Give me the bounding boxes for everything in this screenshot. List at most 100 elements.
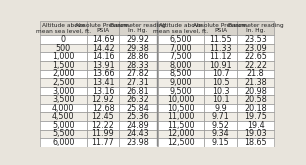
Bar bbox=[40, 52, 87, 61]
Bar bbox=[158, 44, 204, 52]
Text: 12.68: 12.68 bbox=[92, 104, 114, 113]
Bar bbox=[87, 78, 119, 87]
Bar bbox=[119, 104, 157, 113]
Bar bbox=[204, 21, 237, 35]
Text: Altitude above
mean sea level, ft.: Altitude above mean sea level, ft. bbox=[153, 23, 209, 33]
Text: 14.69: 14.69 bbox=[92, 35, 114, 44]
Text: 22.65: 22.65 bbox=[244, 52, 267, 61]
Bar bbox=[87, 95, 119, 104]
Bar bbox=[158, 35, 204, 44]
Bar bbox=[237, 95, 274, 104]
Text: 5,000: 5,000 bbox=[52, 121, 74, 130]
Text: 29.92: 29.92 bbox=[127, 35, 150, 44]
Bar bbox=[119, 35, 157, 44]
Bar bbox=[119, 130, 157, 138]
Text: 9.71: 9.71 bbox=[212, 112, 230, 121]
Bar bbox=[40, 35, 87, 44]
Text: 9.9: 9.9 bbox=[215, 104, 227, 113]
Text: 19.03: 19.03 bbox=[244, 130, 267, 138]
Text: 27.82: 27.82 bbox=[127, 69, 150, 78]
Bar bbox=[158, 21, 204, 35]
Bar bbox=[237, 21, 274, 35]
Bar bbox=[158, 138, 204, 147]
Bar bbox=[119, 113, 157, 121]
Bar bbox=[158, 61, 204, 70]
Bar bbox=[40, 44, 87, 52]
Text: 11,500: 11,500 bbox=[167, 121, 195, 130]
Bar bbox=[237, 70, 274, 78]
Text: 12.92: 12.92 bbox=[91, 95, 114, 104]
Bar bbox=[119, 87, 157, 95]
Text: Absolute Pressure,
PSIA: Absolute Pressure, PSIA bbox=[76, 23, 131, 33]
Bar bbox=[40, 21, 87, 35]
Text: Altitude above
mean sea level, ft.: Altitude above mean sea level, ft. bbox=[35, 23, 91, 33]
Text: 0: 0 bbox=[61, 35, 66, 44]
Bar bbox=[87, 61, 119, 70]
Bar bbox=[40, 130, 87, 138]
Text: 1,500: 1,500 bbox=[52, 61, 74, 70]
Text: 6,000: 6,000 bbox=[52, 138, 74, 147]
Bar bbox=[158, 95, 204, 104]
Text: 10,500: 10,500 bbox=[167, 104, 195, 113]
Bar bbox=[119, 78, 157, 87]
Text: 20.98: 20.98 bbox=[244, 86, 267, 96]
Text: 11.55: 11.55 bbox=[209, 35, 232, 44]
Text: 20.18: 20.18 bbox=[244, 104, 267, 113]
Bar bbox=[87, 113, 119, 121]
Text: 9.52: 9.52 bbox=[212, 121, 230, 130]
Text: 10.7: 10.7 bbox=[212, 69, 230, 78]
Text: 19.4: 19.4 bbox=[247, 121, 264, 130]
Bar bbox=[87, 121, 119, 130]
Bar bbox=[87, 138, 119, 147]
Bar bbox=[237, 61, 274, 70]
Text: 10.1: 10.1 bbox=[212, 95, 230, 104]
Bar bbox=[204, 70, 237, 78]
Text: 10.3: 10.3 bbox=[212, 86, 230, 96]
Text: 3,000: 3,000 bbox=[52, 86, 74, 96]
Bar bbox=[87, 35, 119, 44]
Bar bbox=[87, 87, 119, 95]
Text: 10.5: 10.5 bbox=[212, 78, 230, 87]
Text: 7,500: 7,500 bbox=[170, 52, 192, 61]
Text: 12.45: 12.45 bbox=[91, 112, 114, 121]
Bar bbox=[158, 104, 204, 113]
Text: 2,000: 2,000 bbox=[52, 69, 74, 78]
Bar bbox=[119, 70, 157, 78]
Bar bbox=[158, 113, 204, 121]
Text: 28.86: 28.86 bbox=[127, 52, 149, 61]
Text: 27.31: 27.31 bbox=[127, 78, 149, 87]
Text: 11,000: 11,000 bbox=[167, 112, 195, 121]
Text: 24.89: 24.89 bbox=[127, 121, 149, 130]
Text: 8,000: 8,000 bbox=[170, 61, 192, 70]
Bar bbox=[204, 104, 237, 113]
Text: 11.12: 11.12 bbox=[210, 52, 232, 61]
Text: 12,000: 12,000 bbox=[167, 130, 195, 138]
Text: 3,500: 3,500 bbox=[52, 95, 74, 104]
Bar bbox=[40, 113, 87, 121]
Bar bbox=[158, 70, 204, 78]
Bar bbox=[237, 35, 274, 44]
Bar bbox=[87, 70, 119, 78]
Bar bbox=[158, 52, 204, 61]
Text: 11.99: 11.99 bbox=[91, 130, 114, 138]
Text: 20.58: 20.58 bbox=[244, 95, 267, 104]
Bar bbox=[204, 130, 237, 138]
Bar bbox=[40, 104, 87, 113]
Bar bbox=[204, 138, 237, 147]
Bar bbox=[204, 78, 237, 87]
Bar bbox=[204, 35, 237, 44]
Bar bbox=[158, 78, 204, 87]
Text: 6,500: 6,500 bbox=[170, 35, 192, 44]
Text: 21.8: 21.8 bbox=[247, 69, 264, 78]
Bar bbox=[119, 138, 157, 147]
Bar bbox=[40, 121, 87, 130]
Bar bbox=[237, 87, 274, 95]
Bar bbox=[237, 113, 274, 121]
Text: 19.75: 19.75 bbox=[244, 112, 267, 121]
Bar bbox=[40, 95, 87, 104]
Bar bbox=[40, 138, 87, 147]
Bar bbox=[204, 61, 237, 70]
Text: 13.16: 13.16 bbox=[92, 86, 114, 96]
Text: 26.32: 26.32 bbox=[127, 95, 149, 104]
Text: 2,500: 2,500 bbox=[52, 78, 75, 87]
